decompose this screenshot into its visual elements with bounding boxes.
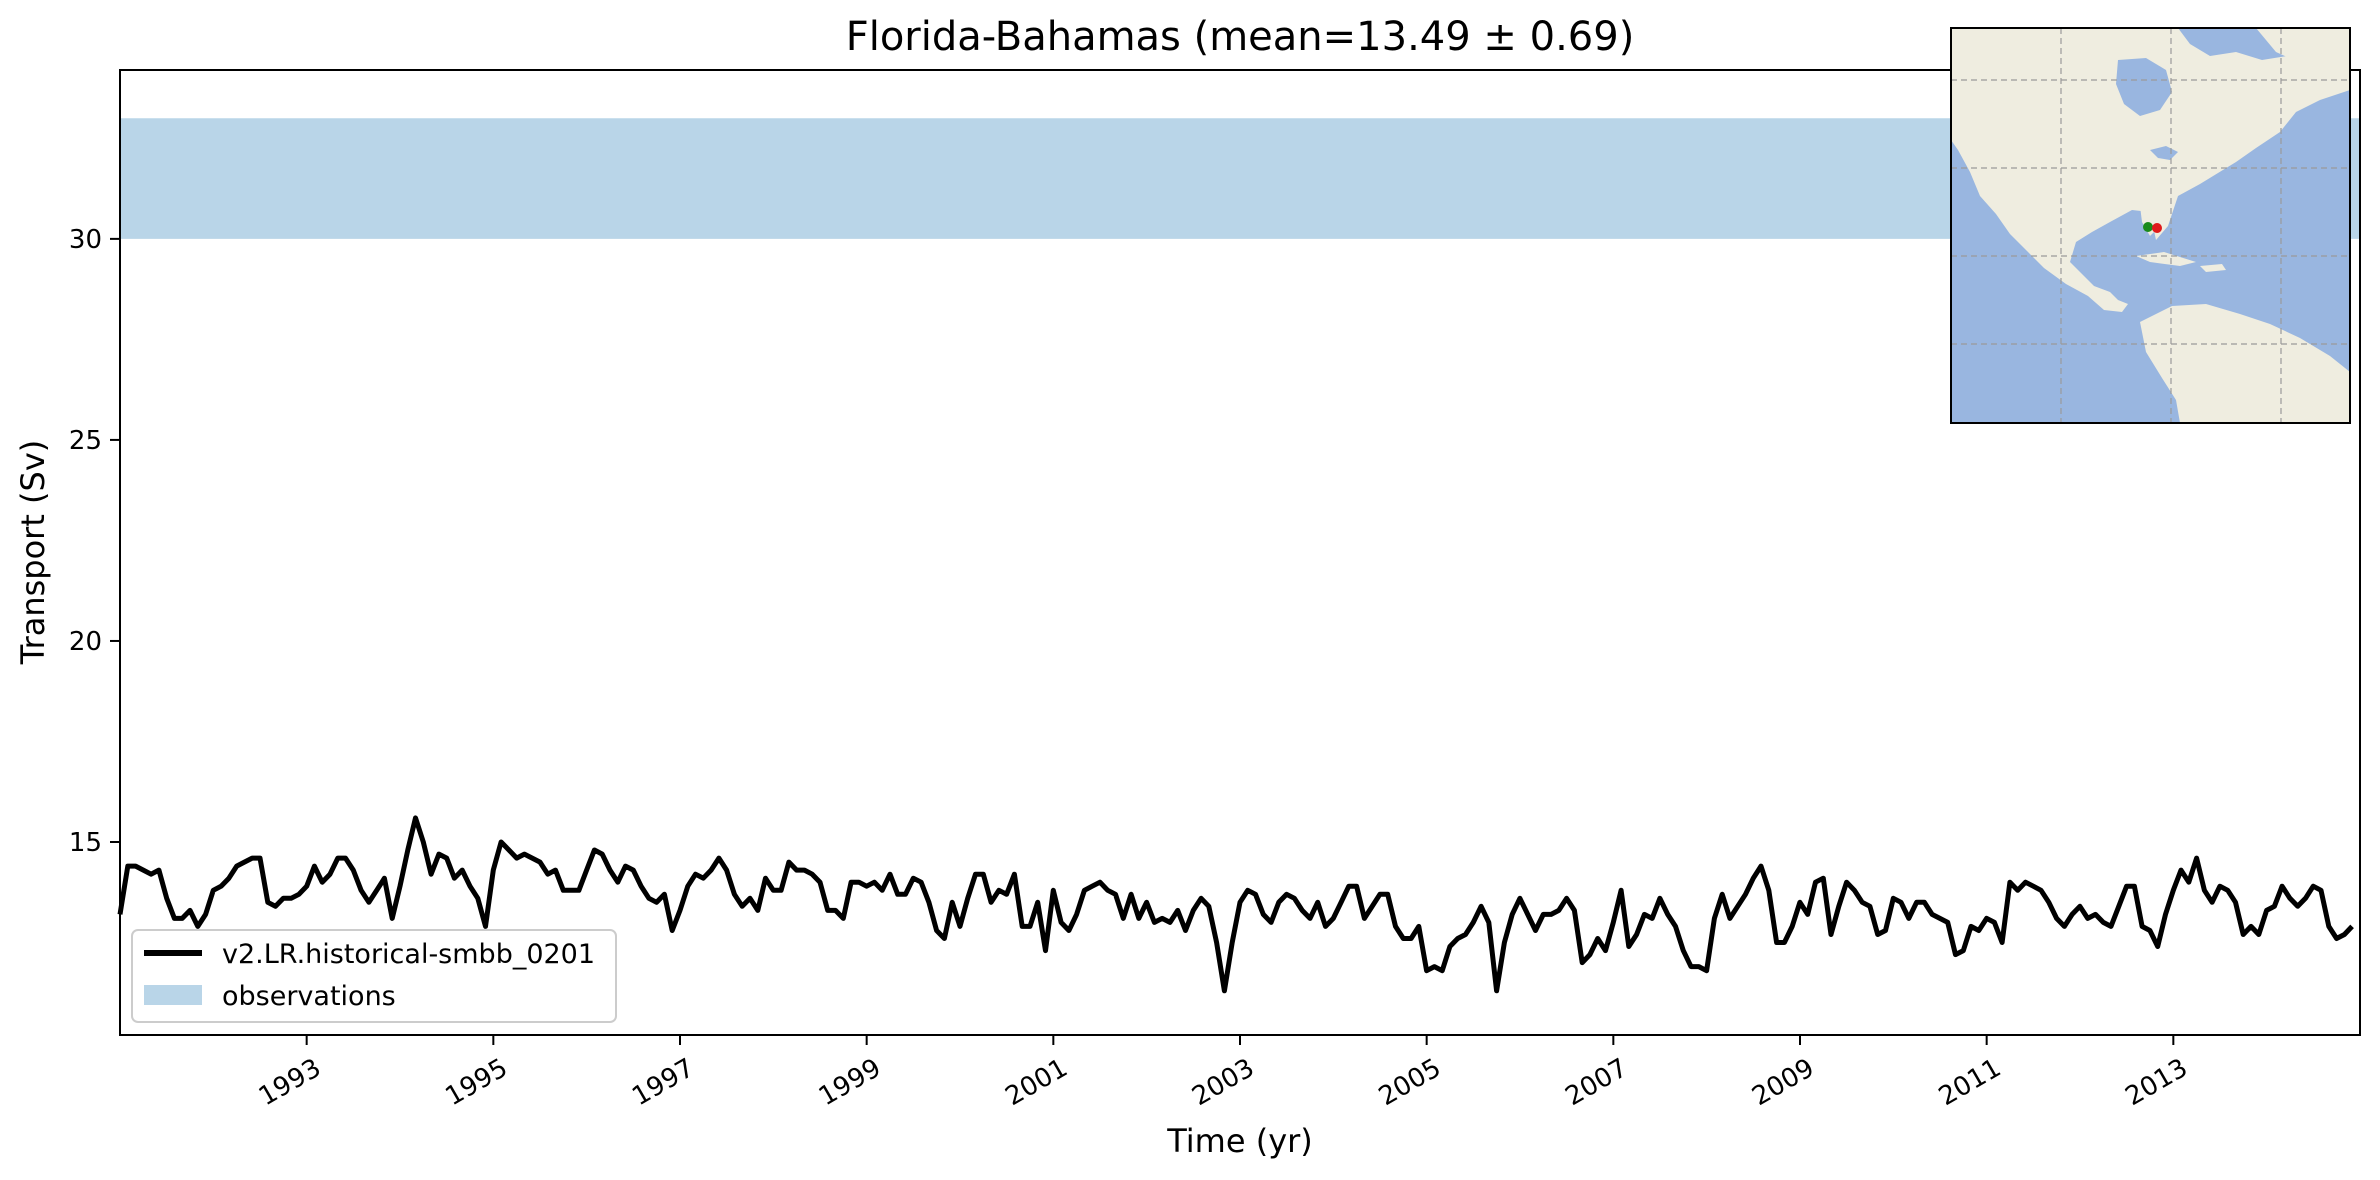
x-axis-ticks: 1993 1995 1997 1999 2001 2003 2005 2007 2009 2011… [254, 1035, 2193, 1112]
x-tick-label: 2009 [1747, 1053, 1819, 1112]
y-tick-label: 30 [69, 225, 102, 255]
map-water-hudson-bay [2116, 58, 2172, 116]
legend-label-series: v2.LR.historical-smbb_0201 [222, 939, 595, 970]
y-tick-label: 15 [69, 828, 102, 858]
map-land-south-america [2140, 304, 2350, 423]
map-marker-red [2152, 223, 2162, 233]
inset-map [1950, 27, 2351, 424]
x-tick-label: 2001 [1001, 1053, 1073, 1112]
map-gridlines [1951, 28, 2350, 423]
x-tick-label: 1997 [627, 1053, 699, 1112]
x-tick-label: 2007 [1561, 1053, 1633, 1112]
x-tick-label: 1993 [254, 1053, 326, 1112]
y-axis-label: Transport (Sv) [14, 440, 52, 666]
map-land-arctic-islands [2110, 28, 2174, 48]
legend: v2.LR.historical-smbb_0201 observations [131, 929, 617, 1023]
x-tick-label: 1995 [441, 1053, 513, 1112]
x-tick-label: 2013 [2121, 1053, 2193, 1112]
map-land-greenland [2256, 28, 2350, 62]
inset-map-frame [1950, 27, 2351, 424]
x-tick-label: 2003 [1187, 1053, 1259, 1112]
y-axis-ticks: 15 20 25 30 [69, 225, 120, 858]
chart-title: Florida-Bahamas (mean=13.49 ± 0.69) [846, 14, 1635, 60]
series-layer [117, 815, 2354, 994]
x-tick-label: 2005 [1374, 1053, 1446, 1112]
y-tick-label: 20 [69, 627, 102, 657]
x-tick-label: 1999 [814, 1053, 886, 1112]
series-line-0 [117, 815, 2354, 994]
x-axis-label: Time (yr) [1166, 1122, 1313, 1160]
map-land-north-america [1951, 28, 2350, 312]
x-tick-label: 2011 [1934, 1053, 2006, 1112]
map-marker-green [2143, 222, 2153, 232]
map-land-hispaniola [2200, 264, 2226, 272]
legend-label-observations: observations [222, 981, 396, 1012]
legend-box [131, 929, 617, 1023]
legend-swatch-observations [144, 985, 202, 1005]
y-tick-label: 25 [69, 426, 102, 456]
